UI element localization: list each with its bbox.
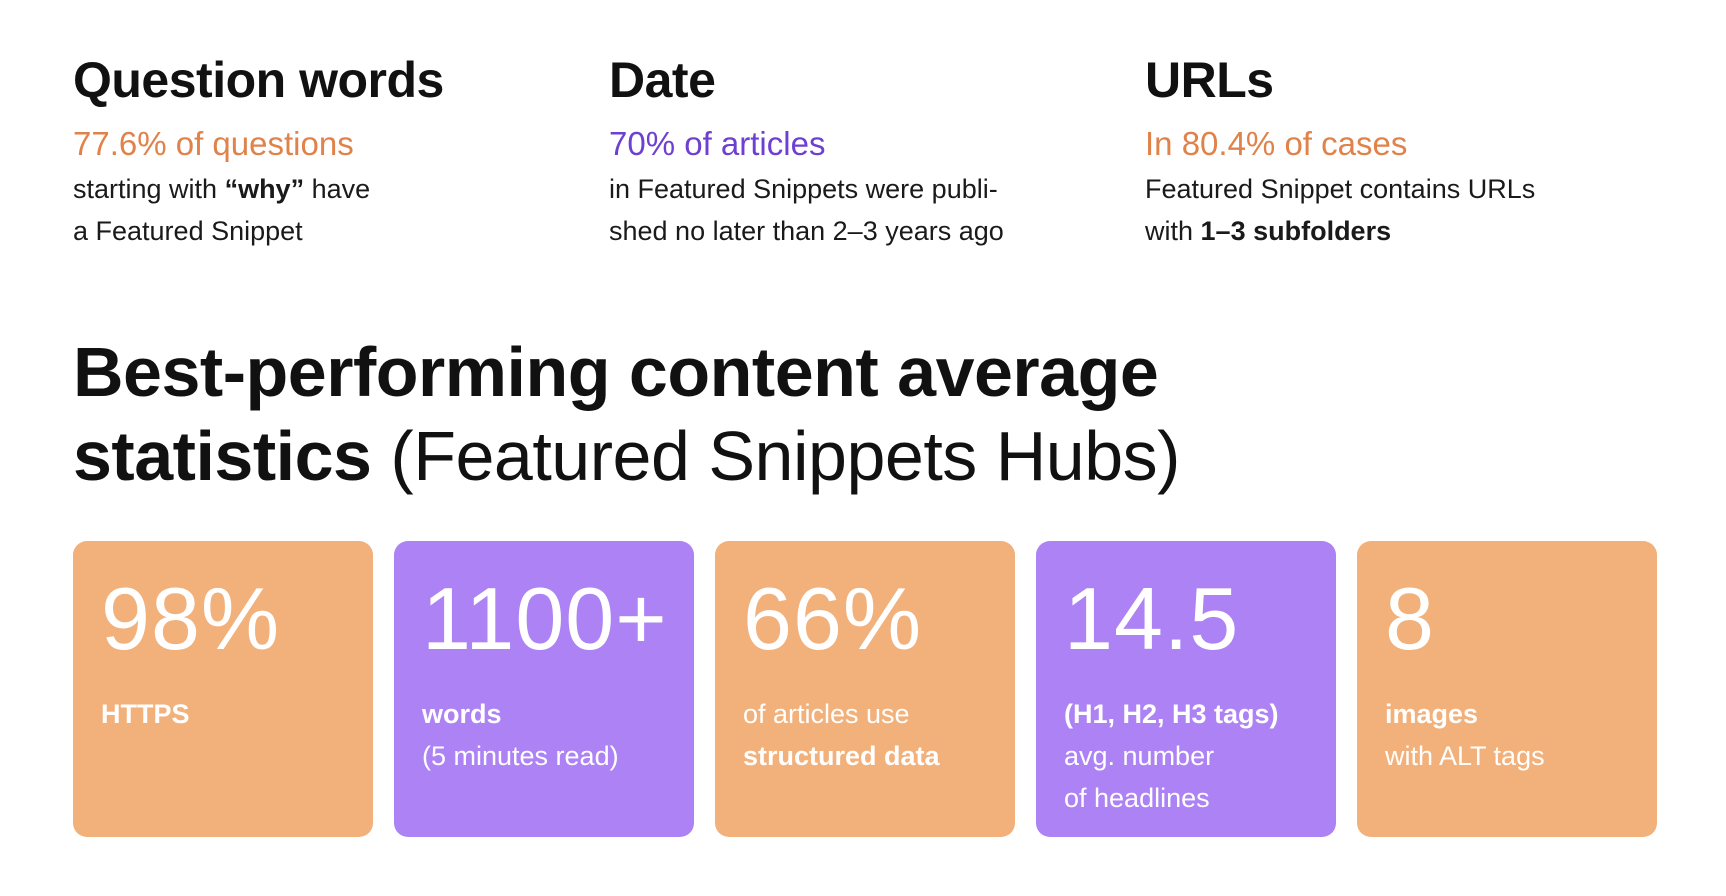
stat-label-line: HTTPS [101,699,190,729]
stat-label-line: avg. number [1064,741,1215,771]
fact-title: Question words [73,52,444,108]
fact-question-words: Question words 77.6% of questions starti… [73,48,553,252]
fact-highlight-rest: of questions [166,125,354,162]
fact-urls: URLs In 80.4% of cases Featured Snippet … [1145,48,1625,252]
stat-label-line: structured data [743,741,940,771]
section-headline: Best-performing content average statisti… [73,330,1473,498]
fact-highlight-value: 70% [609,125,676,162]
headline-bold-line: Best-performing content average [73,333,1159,411]
fact-desc-emphasis: 1–3 subfolders [1200,216,1392,246]
stat-card-images: 8 images with ALT tags [1357,541,1657,837]
fact-title: URLs [1145,52,1274,108]
stat-value: 66% [743,569,923,668]
stat-label-line: of headlines [1064,783,1210,813]
fact-date: Date 70% of articles in Featured Snippet… [609,48,1089,252]
fact-desc-text: with [1145,216,1201,246]
facts-row: Question words 77.6% of questions starti… [73,48,1673,268]
stat-card-https: 98% HTTPS [73,541,373,837]
fact-title: Date [609,52,716,108]
fact-highlight-rest: of articles [675,125,826,162]
stat-label: images with ALT tags [1385,693,1657,777]
stat-value: 98% [101,569,281,668]
stat-value: 14.5 [1064,569,1240,668]
stat-label-line: of articles use [743,699,910,729]
fact-desc-text: in Featured Snippets were publi- [609,174,998,204]
stat-card-words: 1100+ words (5 minutes read) [394,541,694,837]
fact-desc-text: shed no later than 2–3 years ago [609,216,1004,246]
fact-description: in Featured Snippets were publi- shed no… [609,168,1089,252]
fact-highlight: In 80.4% of cases [1145,122,1625,166]
fact-desc-text: have [304,174,371,204]
stat-label-line: words [422,699,502,729]
fact-highlight-pre: In [1145,125,1182,162]
fact-desc-text: Featured Snippet contains URLs [1145,174,1536,204]
stat-value: 1100+ [422,569,668,668]
stat-value: 8 [1385,569,1435,668]
stat-label-line: (5 minutes read) [422,741,619,771]
fact-desc-text: starting with [73,174,225,204]
fact-description: starting with “why” have a Featured Snip… [73,168,553,252]
stat-label: HTTPS [101,693,373,735]
fact-desc-text: a Featured Snippet [73,216,303,246]
fact-highlight-value: 77.6% [73,125,167,162]
stat-label-line: (H1, H2, H3 tags) [1064,699,1279,729]
stat-label-line: with ALT tags [1385,741,1545,771]
fact-highlight-value: 80.4% [1181,125,1276,162]
fact-highlight: 77.6% of questions [73,122,553,166]
headline-bold-line: statistics [73,417,372,495]
stat-label: words (5 minutes read) [422,693,694,777]
stat-label: of articles use structured data [743,693,1015,777]
fact-description: Featured Snippet contains URLs with 1–3 … [1145,168,1625,252]
stat-card-structured-data: 66% of articles use structured data [715,541,1015,837]
fact-highlight-rest: of cases [1275,125,1408,162]
stat-card-headlines: 14.5 (H1, H2, H3 tags) avg. number of he… [1036,541,1336,837]
stat-cards: 98% HTTPS 1100+ words (5 minutes read) 6… [73,541,1661,837]
stat-label-line: images [1385,699,1479,729]
headline-subtitle: (Featured Snippets Hubs) [371,417,1180,495]
fact-desc-emphasis: “why” [224,174,305,204]
stat-label: (H1, H2, H3 tags) avg. number of headlin… [1064,693,1336,819]
fact-highlight: 70% of articles [609,122,1089,166]
